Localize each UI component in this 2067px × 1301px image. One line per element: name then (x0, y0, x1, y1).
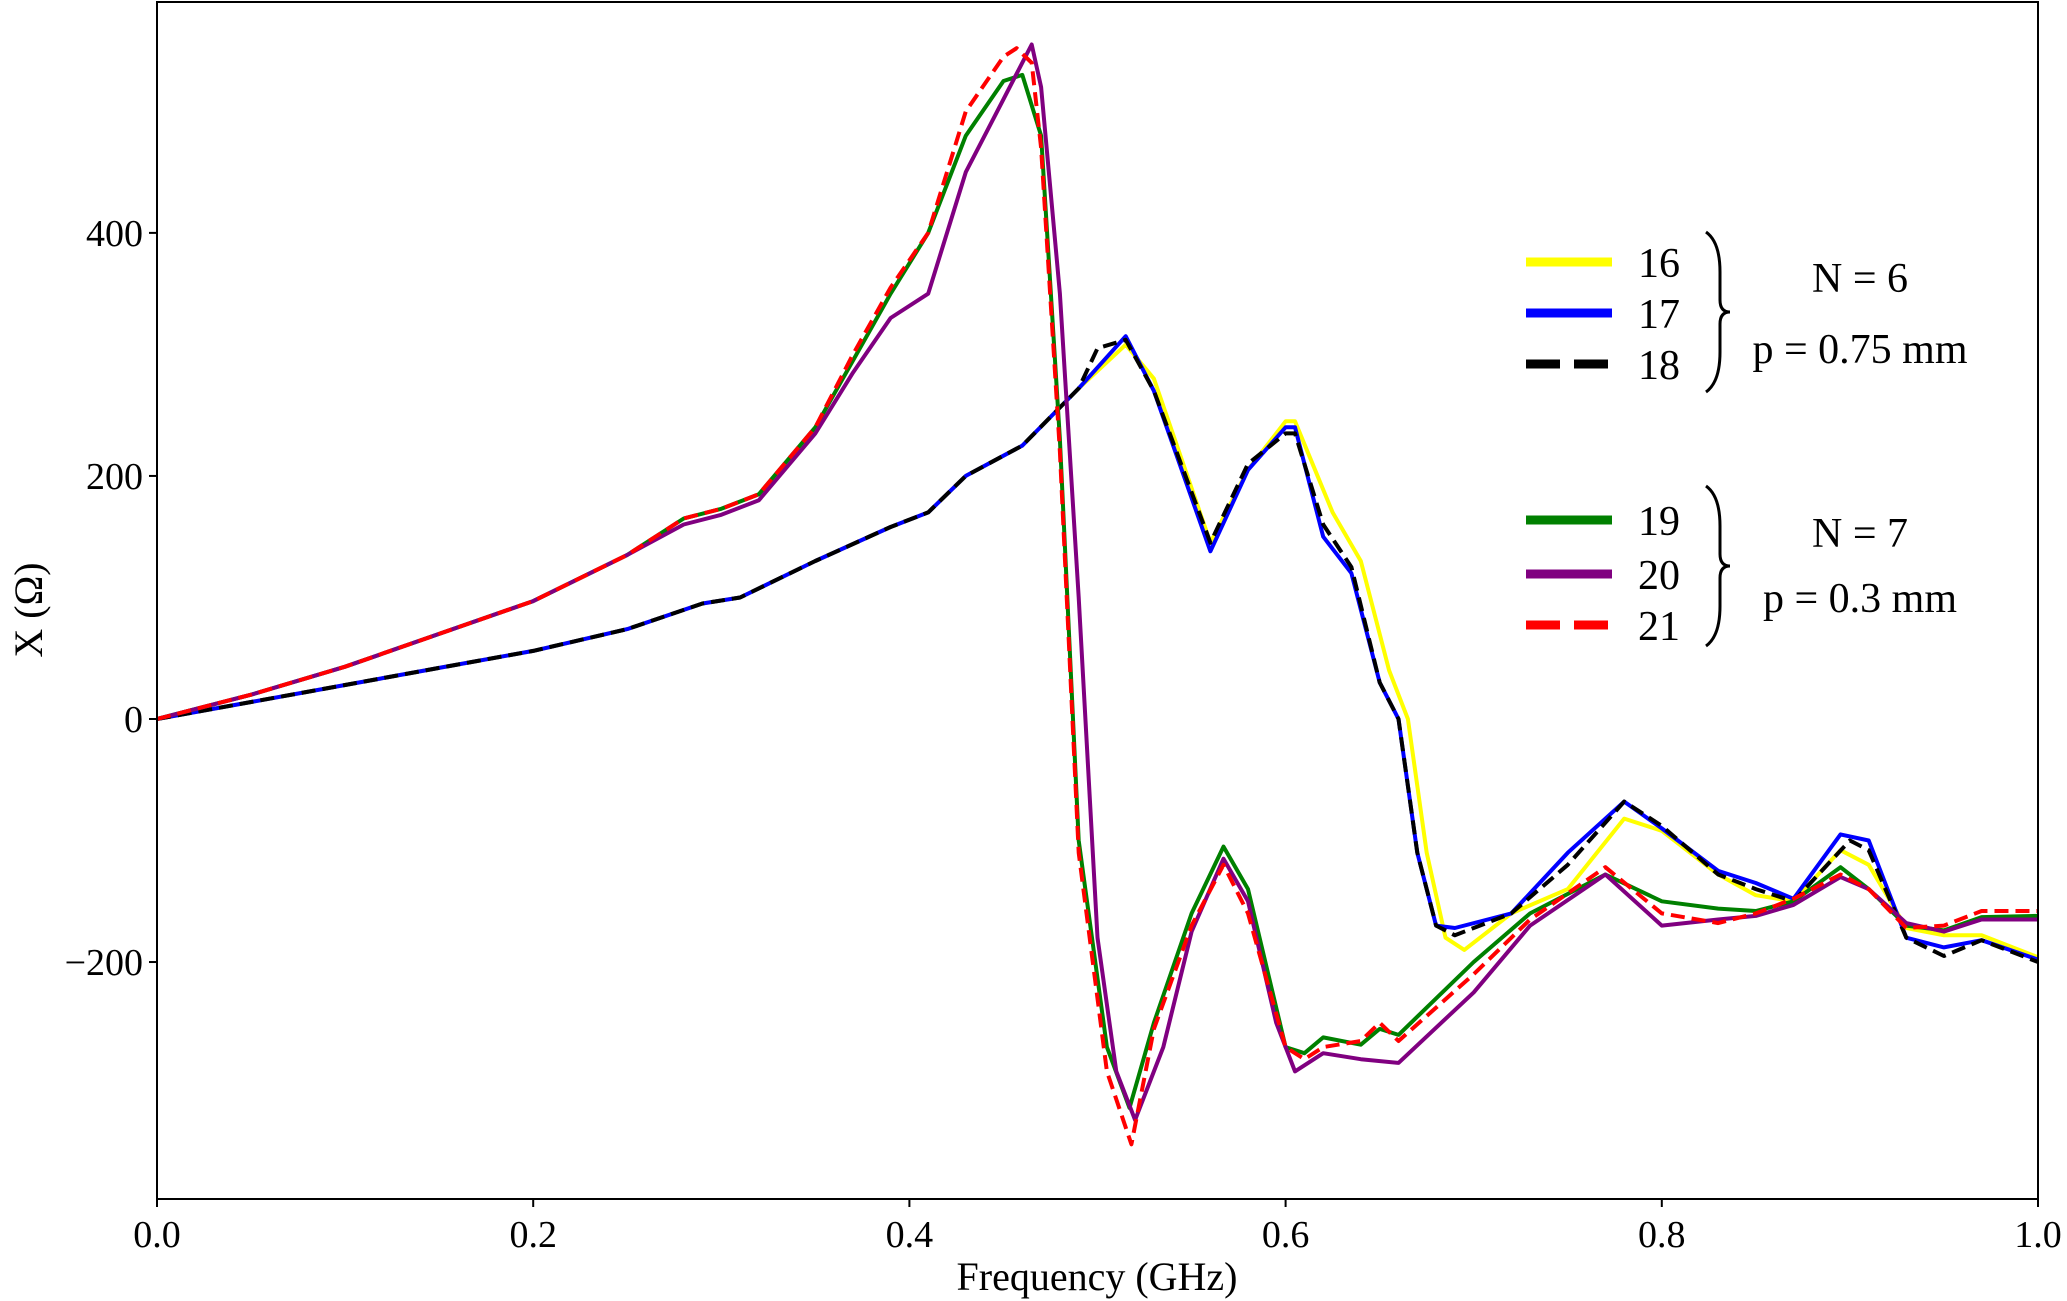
x-tick-label: 0.8 (1638, 1214, 1686, 1256)
legend-label-20: 20 (1638, 553, 1680, 599)
x-tick-label: 1.0 (2014, 1214, 2062, 1256)
legend-group-label: p = 0.75 mm (1752, 327, 1967, 373)
x-tick-label: 0.4 (886, 1214, 934, 1256)
y-tick-label: 200 (86, 456, 143, 498)
legend-group-label: p = 0.3 mm (1763, 576, 1957, 622)
series-line-21 (157, 46, 2038, 1147)
y-axis-label: X (Ω) (6, 562, 51, 657)
x-tick-label: 0.0 (133, 1214, 181, 1256)
series-line-18 (157, 337, 2038, 964)
x-tick-label: 0.2 (509, 1214, 557, 1256)
legend: 16 17 18 19 20 21 N = 6 p = 0.75 mm N = 7 p = 0.3… (1526, 230, 1968, 650)
legend-group-label: N = 6 (1812, 256, 1908, 302)
legend-label-17: 17 (1638, 292, 1680, 338)
legend-brace (1705, 484, 1731, 648)
series-layer (157, 42, 2038, 1147)
series-line-20 (157, 42, 2038, 1122)
y-tick-label: −200 (65, 942, 143, 984)
legend-label-18: 18 (1638, 343, 1680, 389)
x-axis-label: Frequency (GHz) (957, 1254, 1238, 1299)
legend-group-label: N = 7 (1812, 511, 1908, 557)
y-axis-ticks: −200 0 200 400 (65, 213, 157, 984)
legend-brace (1705, 230, 1731, 394)
y-tick-label: 400 (86, 213, 143, 255)
x-axis-ticks: 0.0 0.2 0.4 0.6 0.8 1.0 (133, 1199, 2062, 1256)
legend-label-21: 21 (1638, 604, 1680, 650)
x-tick-label: 0.6 (1262, 1214, 1310, 1256)
plot-frame (156, 1, 2039, 1200)
y-tick-label: 0 (124, 699, 143, 741)
legend-label-19: 19 (1638, 499, 1680, 545)
plot-background (157, 2, 2038, 1199)
legend-label-16: 16 (1638, 241, 1680, 287)
